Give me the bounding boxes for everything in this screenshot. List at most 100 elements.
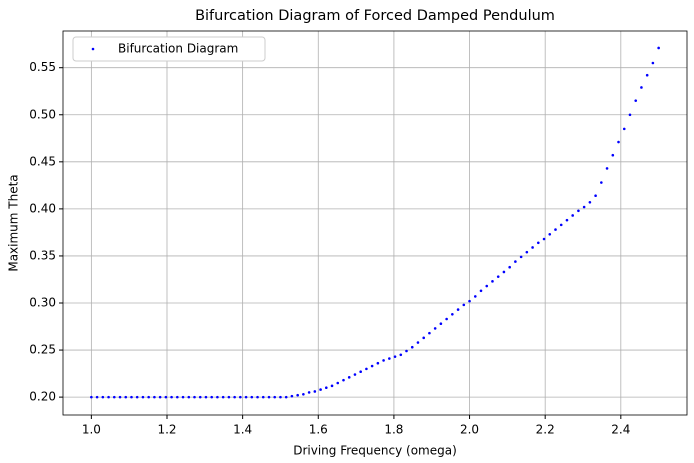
data-point bbox=[462, 303, 466, 307]
data-point bbox=[548, 232, 552, 236]
data-point bbox=[324, 386, 328, 390]
data-point bbox=[153, 395, 156, 399]
data-point bbox=[181, 395, 185, 399]
data-point bbox=[330, 384, 334, 388]
data-point bbox=[204, 395, 208, 399]
y-axis-label: Maximum Theta bbox=[7, 174, 21, 271]
x-tick-label: 1.4 bbox=[233, 423, 252, 437]
data-point bbox=[399, 353, 403, 357]
data-point bbox=[319, 388, 322, 391]
data-point bbox=[267, 395, 271, 399]
x-tick-label: 1.8 bbox=[384, 423, 403, 437]
data-point bbox=[565, 218, 569, 222]
data-point bbox=[256, 395, 259, 399]
legend-label: Bifurcation Diagram bbox=[118, 42, 238, 56]
data-point bbox=[617, 140, 620, 144]
data-point bbox=[502, 270, 506, 274]
data-point bbox=[112, 395, 116, 399]
data-point bbox=[456, 308, 460, 311]
data-point bbox=[605, 167, 609, 170]
data-point bbox=[250, 395, 254, 399]
data-point bbox=[508, 265, 511, 269]
data-point bbox=[496, 275, 500, 278]
data-point bbox=[554, 228, 557, 231]
x-tick-label: 1.0 bbox=[82, 423, 101, 437]
y-tick-label: 0.55 bbox=[29, 60, 56, 74]
chart-title: Bifurcation Diagram of Forced Damped Pen… bbox=[195, 8, 555, 24]
data-point bbox=[657, 46, 660, 50]
data-point bbox=[445, 317, 448, 321]
data-point bbox=[347, 376, 351, 379]
data-point bbox=[261, 395, 265, 399]
data-point bbox=[410, 345, 414, 349]
data-point bbox=[239, 395, 242, 399]
data-point bbox=[514, 260, 517, 263]
data-point bbox=[571, 214, 574, 217]
data-point bbox=[594, 194, 597, 198]
data-point bbox=[216, 395, 219, 399]
data-point bbox=[485, 284, 489, 288]
data-point bbox=[307, 391, 311, 394]
data-point bbox=[634, 99, 638, 102]
data-point bbox=[416, 341, 420, 344]
data-point bbox=[439, 322, 443, 326]
data-point bbox=[451, 312, 454, 316]
data-point bbox=[536, 241, 540, 245]
data-point bbox=[519, 255, 523, 259]
data-point bbox=[370, 364, 374, 368]
data-point bbox=[290, 394, 294, 398]
y-tick-label: 0.25 bbox=[29, 343, 56, 357]
data-point bbox=[559, 223, 563, 227]
legend-marker bbox=[91, 47, 95, 51]
data-point bbox=[135, 395, 139, 399]
data-point bbox=[388, 357, 391, 360]
data-point bbox=[227, 395, 231, 399]
data-point bbox=[365, 367, 368, 371]
x-tick-label: 2.0 bbox=[460, 423, 479, 437]
data-point bbox=[382, 359, 385, 362]
data-point bbox=[158, 395, 162, 399]
data-point bbox=[141, 395, 145, 399]
x-axis-label: Driving Frequency (omega) bbox=[293, 444, 457, 458]
data-point bbox=[491, 280, 494, 283]
data-point bbox=[147, 395, 150, 399]
data-point bbox=[525, 250, 529, 254]
data-point bbox=[170, 395, 173, 399]
data-point bbox=[284, 395, 288, 399]
data-point bbox=[101, 395, 105, 399]
data-point bbox=[187, 395, 191, 399]
y-tick-label: 0.20 bbox=[29, 390, 56, 404]
data-point bbox=[433, 327, 437, 330]
data-point bbox=[376, 361, 380, 365]
data-point bbox=[651, 61, 655, 65]
data-point bbox=[130, 395, 133, 399]
x-tick-label: 1.2 bbox=[157, 423, 176, 437]
data-point bbox=[422, 336, 426, 340]
data-point bbox=[176, 395, 179, 399]
data-point bbox=[473, 295, 477, 298]
y-tick-label: 0.30 bbox=[29, 296, 56, 310]
x-tick-label: 1.6 bbox=[309, 423, 328, 437]
data-point bbox=[296, 393, 299, 397]
data-point bbox=[353, 373, 357, 376]
data-point bbox=[405, 349, 408, 353]
data-point bbox=[313, 390, 317, 393]
data-point bbox=[198, 395, 202, 399]
data-point bbox=[611, 153, 615, 157]
data-point bbox=[468, 299, 471, 303]
y-tick-label: 0.50 bbox=[29, 107, 56, 121]
data-point bbox=[302, 392, 305, 396]
plot-frame bbox=[62, 30, 688, 416]
data-point bbox=[279, 395, 282, 399]
data-point bbox=[193, 395, 196, 399]
y-tick-label: 0.40 bbox=[29, 201, 56, 215]
data-point bbox=[359, 370, 362, 374]
data-point bbox=[273, 395, 277, 399]
data-point bbox=[600, 181, 603, 184]
data-point bbox=[233, 395, 236, 399]
data-point bbox=[95, 395, 99, 399]
legend-box bbox=[72, 36, 266, 62]
data-point bbox=[622, 127, 626, 131]
